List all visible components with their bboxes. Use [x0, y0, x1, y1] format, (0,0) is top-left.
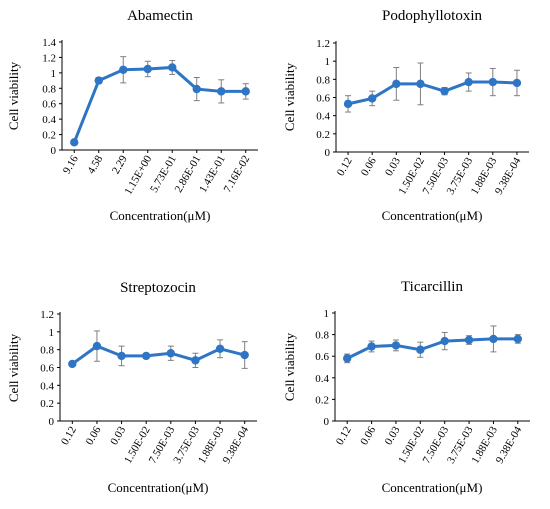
- y-tick-label: 0.8: [315, 330, 329, 342]
- data-point: [512, 78, 522, 88]
- x-tick-label: 0.03: [108, 424, 128, 447]
- y-tick-label: 0: [324, 416, 330, 428]
- y-tick-label: 0.4: [315, 373, 329, 385]
- chart-panel-1: Abamectin Cell viability Concentration(μM)…: [6, 8, 258, 223]
- data-point: [440, 336, 449, 346]
- data-point: [391, 341, 401, 350]
- data-point: [168, 63, 177, 72]
- x-tick-label: 4.58: [85, 153, 105, 176]
- x-axis-label: Concentration(μM): [108, 480, 209, 495]
- y-tick-label: 0.2: [42, 130, 56, 142]
- x-tick-label: 0.06: [359, 155, 379, 178]
- x-tick-label: 0.03: [383, 424, 403, 447]
- data-point: [119, 65, 128, 74]
- data-point: [416, 345, 425, 354]
- data-point: [191, 356, 200, 365]
- y-tick-label: 0.8: [42, 83, 56, 95]
- x-tick-label: 0.12: [335, 156, 355, 179]
- data-point: [192, 84, 201, 94]
- data-point: [367, 94, 377, 103]
- data-point: [217, 87, 226, 96]
- y-tick-label: 1.2: [316, 38, 330, 50]
- chart-panel-2: Podophyllotoxin Cell viability Concentrati…: [282, 8, 529, 223]
- y-tick-label: 0.2: [316, 129, 330, 141]
- y-tick-label: 0.4: [42, 114, 56, 126]
- data-point: [92, 341, 102, 351]
- y-axis-label: Cell viability: [6, 333, 21, 402]
- y-tick-label: 0.4: [316, 111, 330, 123]
- chart-title: Ticarcillin: [401, 279, 463, 295]
- data-point: [166, 349, 176, 358]
- x-tick-label: 9.16: [61, 153, 81, 176]
- x-tick-label: 0.12: [59, 425, 79, 448]
- data-point: [513, 334, 523, 344]
- y-tick-label: 1: [51, 68, 57, 80]
- x-axis-label: Concentration(μM): [110, 208, 211, 223]
- y-tick-label: 0.4: [40, 380, 54, 392]
- chart-title: Streptozocin: [120, 280, 196, 296]
- data-point: [367, 342, 376, 351]
- y-tick-label: 1: [49, 327, 55, 339]
- data-point: [241, 87, 250, 96]
- series-line: [71, 344, 246, 366]
- x-tick-label: 0.06: [358, 424, 378, 447]
- y-tick-label: 1.2: [40, 309, 54, 321]
- y-tick-label: 0.8: [40, 345, 54, 357]
- data-point: [416, 79, 425, 89]
- x-axis-label: Concentration(μM): [382, 208, 483, 223]
- y-axis-label: Cell viability: [282, 62, 297, 131]
- y-tick-label: 0: [325, 147, 331, 159]
- y-tick-label: 0.6: [315, 351, 329, 363]
- data-point: [240, 350, 249, 360]
- data-point: [440, 86, 449, 96]
- y-tick-label: 0.6: [42, 99, 56, 111]
- chart-title: Podophyllotoxin: [382, 8, 483, 24]
- x-tick-label: 0.12: [334, 425, 354, 448]
- data-point: [342, 354, 352, 363]
- y-tick-label: 1.2: [42, 52, 56, 64]
- y-tick-label: 1: [324, 308, 330, 320]
- chart-panel-3: Streptozocin Cell viability Concentration(…: [6, 280, 257, 495]
- y-tick-label: 0: [51, 145, 57, 157]
- data-point: [141, 351, 151, 361]
- data-point: [117, 351, 126, 361]
- y-tick-label: 1: [325, 56, 331, 68]
- data-point: [464, 335, 474, 345]
- data-point: [94, 76, 103, 85]
- x-axis-label: Concentration(μM): [382, 480, 483, 495]
- data-point: [464, 77, 473, 87]
- data-point: [489, 334, 498, 344]
- y-tick-label: 0.2: [315, 394, 329, 406]
- y-tick-label: 0: [49, 416, 55, 428]
- chart-title: Abamectin: [127, 8, 193, 24]
- y-tick-label: 0.8: [316, 74, 330, 86]
- data-point: [215, 344, 225, 353]
- data-point: [68, 359, 77, 369]
- data-point: [392, 79, 401, 89]
- data-point: [143, 64, 152, 74]
- y-tick-label: 0.6: [40, 363, 54, 375]
- y-tick-label: 1.4: [42, 37, 56, 49]
- x-tick-label: 0.03: [383, 155, 403, 178]
- data-point: [488, 77, 498, 87]
- y-axis-label: Cell viability: [6, 61, 21, 130]
- data-point: [343, 99, 353, 109]
- y-tick-label: 0.6: [316, 93, 330, 105]
- x-tick-label: 0.06: [84, 424, 104, 447]
- y-axis-label: Cell viability: [282, 332, 297, 401]
- x-tick-label: 2.29: [110, 153, 130, 176]
- y-tick-label: 0.2: [40, 398, 54, 410]
- chart-panel-4: Ticarcillin Cell viability Concentration(μ…: [282, 279, 530, 495]
- data-point: [70, 138, 79, 147]
